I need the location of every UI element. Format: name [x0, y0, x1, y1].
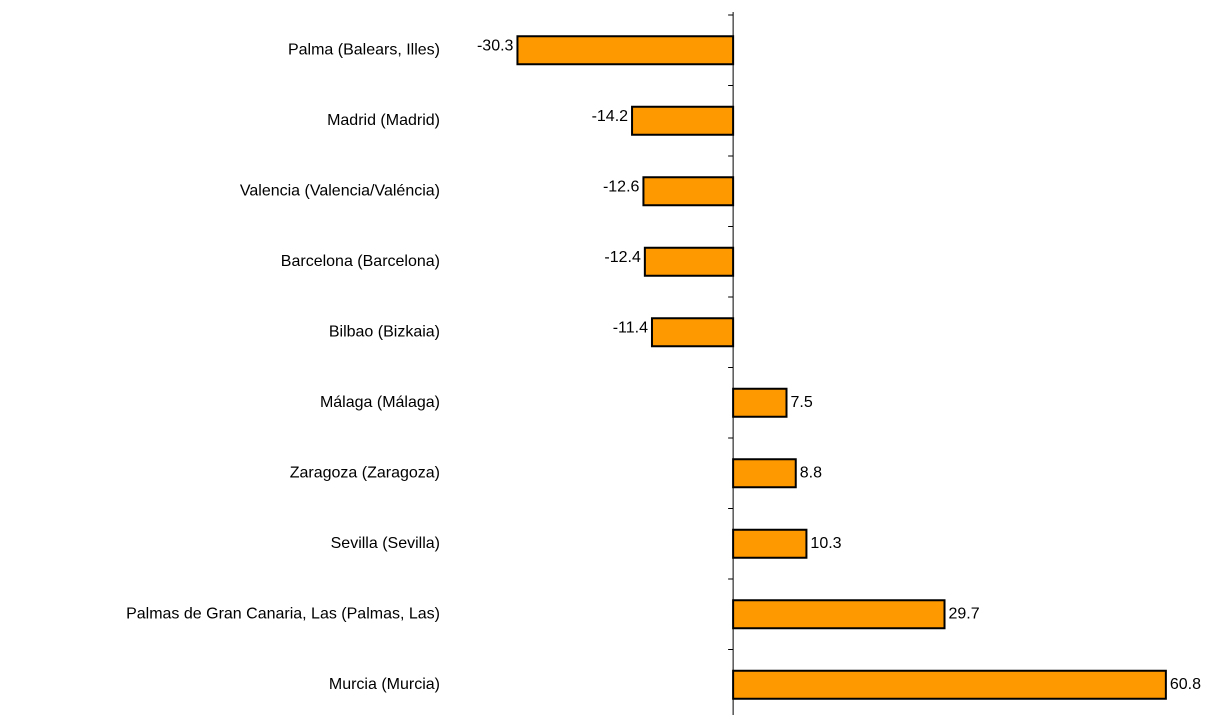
category-label: Madrid (Madrid) [327, 112, 440, 129]
bar [642, 176, 735, 207]
bar [732, 458, 797, 489]
data-label: -12.4 [604, 249, 641, 266]
category-label: Málaga (Málaga) [320, 394, 440, 411]
category-label: Murcia (Murcia) [329, 676, 440, 693]
category-label: Zaragoza (Zaragoza) [290, 464, 440, 481]
bar [631, 105, 735, 136]
data-label: -30.3 [477, 37, 514, 54]
category-label: Valencia (Valencia/Valéncia) [240, 182, 440, 199]
data-label: 8.8 [800, 464, 822, 481]
data-label: -11.4 [613, 319, 648, 336]
data-label: 29.7 [949, 605, 980, 622]
data-label: 60.8 [1170, 676, 1201, 693]
data-label: 7.5 [791, 394, 813, 411]
bar [643, 246, 735, 277]
bar [516, 35, 735, 66]
data-label: -12.6 [603, 178, 640, 195]
category-label: Barcelona (Barcelona) [281, 253, 440, 270]
bar [732, 669, 1167, 700]
data-label: 10.3 [810, 535, 841, 552]
bar [732, 387, 788, 418]
bar [650, 317, 735, 348]
category-label: Bilbao (Bizkaia) [329, 323, 440, 340]
category-label: Palma (Balears, Illes) [288, 41, 440, 58]
bar [732, 528, 808, 559]
category-label: Palmas de Gran Canaria, Las (Palmas, Las… [126, 605, 440, 622]
bar [732, 599, 946, 630]
data-label: -14.2 [592, 108, 629, 125]
category-label: Sevilla (Sevilla) [331, 535, 440, 552]
